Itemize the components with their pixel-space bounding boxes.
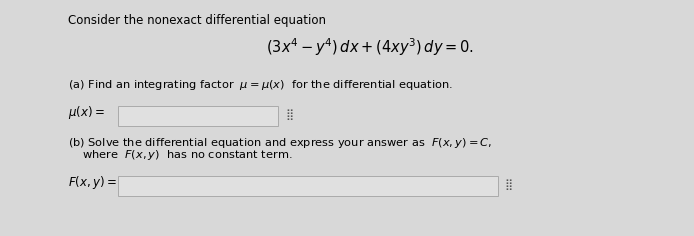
- Text: (a) Find an integrating factor  $\mu = \mu(x)$  for the differential equation.: (a) Find an integrating factor $\mu = \m…: [68, 78, 453, 92]
- FancyBboxPatch shape: [118, 176, 498, 196]
- Text: ⣿: ⣿: [504, 180, 512, 190]
- Text: ⣿: ⣿: [285, 110, 293, 120]
- Text: where  $F(x, y)$  has no constant term.: where $F(x, y)$ has no constant term.: [82, 148, 293, 162]
- Text: Consider the nonexact differential equation: Consider the nonexact differential equat…: [68, 14, 326, 27]
- Text: $(3x^4 - y^4)\, dx + (4xy^3)\, dy = 0.$: $(3x^4 - y^4)\, dx + (4xy^3)\, dy = 0.$: [266, 36, 474, 58]
- Text: $F(x, y) =$: $F(x, y) =$: [68, 174, 117, 191]
- Text: (b) Solve the differential equation and express your answer as  $F(x, y) = C,$: (b) Solve the differential equation and …: [68, 136, 492, 150]
- FancyBboxPatch shape: [118, 106, 278, 126]
- Text: $\mu(x) =$: $\mu(x) =$: [68, 104, 105, 121]
